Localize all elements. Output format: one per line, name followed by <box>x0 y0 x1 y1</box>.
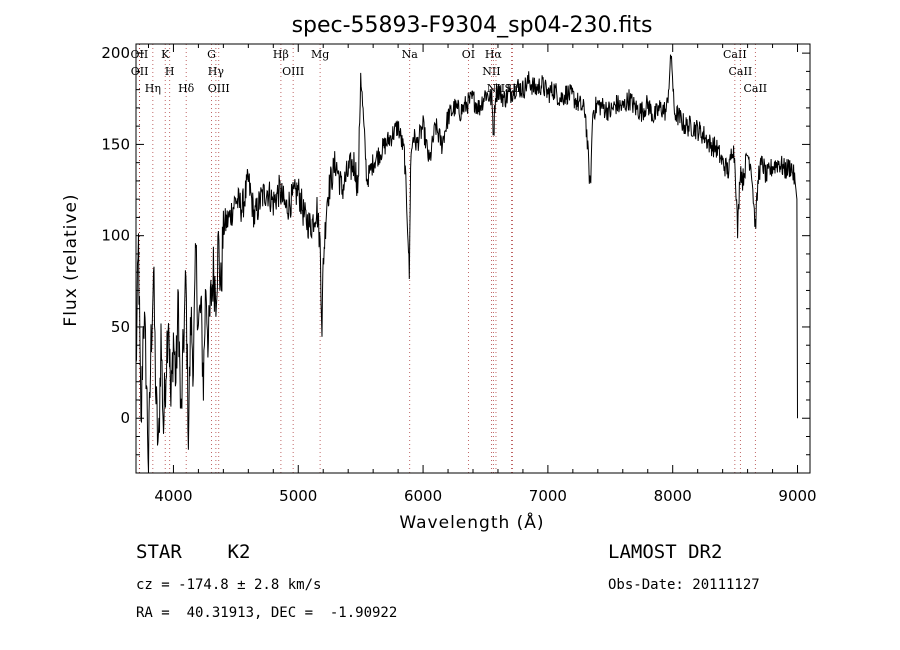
obs-date-text: Obs-Date: 20111127 <box>608 577 760 593</box>
x-tick-label-2: 6000 <box>404 487 442 505</box>
y-tick-label-4: 200 <box>101 44 130 62</box>
redshift-text: cz = -174.8 ± 2.8 km/s <box>136 577 322 593</box>
spectrum-series-line <box>135 54 798 473</box>
line-label-11: Mg <box>311 48 329 61</box>
x-tick-label-3: 7000 <box>529 487 567 505</box>
line-label-8: G <box>207 48 216 61</box>
line-label-3: H <box>165 65 175 78</box>
y-axis-label: Flux (relative) <box>61 193 81 326</box>
line-label-9: Hβ <box>273 48 289 61</box>
line-label-0: Hη <box>145 82 161 95</box>
line-label-17: Li <box>506 82 517 95</box>
x-axis-label: Wavelength (Å) <box>399 511 544 533</box>
line-label-12: Na <box>402 48 419 61</box>
y-tick-label-3: 150 <box>101 135 130 153</box>
y-tick-label-0: 0 <box>120 409 130 427</box>
line-label-13: OI <box>462 48 475 61</box>
survey-name-text: LAMOST DR2 <box>608 541 723 563</box>
chart-title: spec-55893-F9304_sp04-230.fits <box>292 13 653 38</box>
x-tick-label-1: 5000 <box>279 487 317 505</box>
line-label-6: OIII <box>208 82 230 95</box>
line-label-19: CaII <box>723 48 747 61</box>
line-label-14: NII <box>482 65 500 78</box>
y-tick-label-1: 50 <box>111 318 130 336</box>
coordinates-text: RA = 40.31913, DEC = -1.90922 <box>136 605 398 621</box>
object-class-text: STAR K2 <box>136 541 251 563</box>
line-label-1: OII <box>131 48 149 61</box>
line-label-21: CaII <box>743 82 767 95</box>
line-label-5: Hδ <box>178 82 195 95</box>
line-label-20: CaII <box>729 65 753 78</box>
x-tick-label-5: 9000 <box>778 487 816 505</box>
y-tick-label-2: 100 <box>101 227 130 245</box>
x-tick-label-0: 4000 <box>154 487 192 505</box>
line-label-7: Hγ <box>208 65 225 78</box>
line-label-10: OIII <box>282 65 304 78</box>
x-tick-label-4: 8000 <box>654 487 692 505</box>
line-label-16: Hα <box>485 48 503 61</box>
line-label-4: K <box>161 48 170 61</box>
axis-ticks: 4000 5000 6000 7000 8000 9000 0 50 100 150 200 <box>101 44 817 505</box>
plot-frame <box>135 43 811 474</box>
